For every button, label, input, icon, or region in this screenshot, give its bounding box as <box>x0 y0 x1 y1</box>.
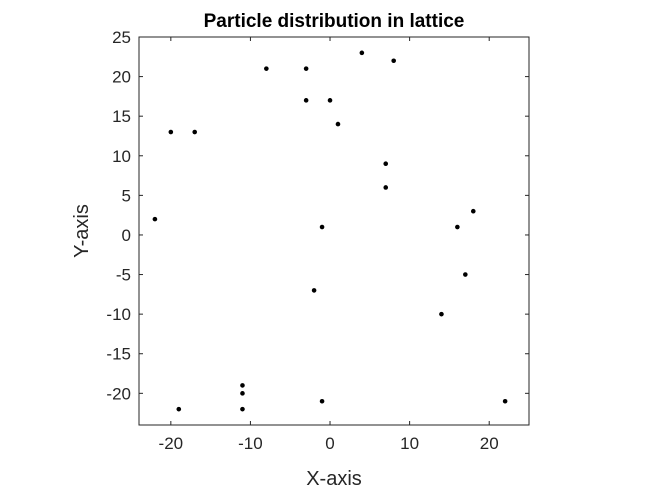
data-point-1 <box>359 50 365 56</box>
data-point-16 <box>463 272 468 277</box>
data-point-4 <box>303 66 309 71</box>
y-tick-label: -15 <box>106 345 131 364</box>
data-point-14 <box>319 224 325 230</box>
data-point-22 <box>240 406 245 412</box>
data-point-11 <box>383 185 389 190</box>
data-point-21 <box>176 406 182 412</box>
points-layer <box>152 50 508 412</box>
data-point-7 <box>335 121 341 127</box>
y-tick-label: 0 <box>122 226 131 245</box>
data-point-17 <box>311 288 317 293</box>
data-point-6 <box>327 98 333 103</box>
data-point-18 <box>439 311 444 317</box>
data-point-13 <box>470 208 476 214</box>
data-point-15 <box>455 224 460 230</box>
x-tick-label: -10 <box>238 434 263 453</box>
data-point-24 <box>502 398 508 404</box>
data-point-12 <box>152 216 158 222</box>
y-tick-label: -10 <box>106 305 131 324</box>
data-point-10 <box>383 161 389 166</box>
data-point-19 <box>240 383 245 388</box>
data-point-9 <box>192 129 198 135</box>
y-tick-label: 15 <box>112 107 131 126</box>
y-axis-label: Y-axis <box>71 204 93 258</box>
x-tick-label: -20 <box>159 434 184 453</box>
x-tick-label: 20 <box>480 434 499 453</box>
y-tick-label: 5 <box>122 186 131 205</box>
ticks-layer: -20 -10 0 10 20 25 20 15 10 5 0 -5 -10 -15 -20 <box>106 28 529 453</box>
y-tick-label: 25 <box>112 28 131 47</box>
x-tick-label: 0 <box>325 434 334 453</box>
data-point-20 <box>240 391 245 396</box>
data-point-3 <box>264 66 269 71</box>
data-point-8 <box>168 129 174 135</box>
data-point-23 <box>319 398 325 404</box>
x-axis-label: X-axis <box>306 468 362 490</box>
plot-background <box>139 37 529 425</box>
y-tick-label: -20 <box>106 384 131 403</box>
data-point-2 <box>391 58 396 64</box>
y-tick-label: 20 <box>112 68 131 87</box>
x-tick-label: 10 <box>400 434 419 453</box>
y-tick-label: 10 <box>112 147 131 166</box>
data-point-5 <box>303 98 309 103</box>
y-tick-label: -5 <box>116 266 131 285</box>
plot-frame <box>138 36 530 426</box>
chart-title: Particle distribution in lattice <box>204 11 465 32</box>
